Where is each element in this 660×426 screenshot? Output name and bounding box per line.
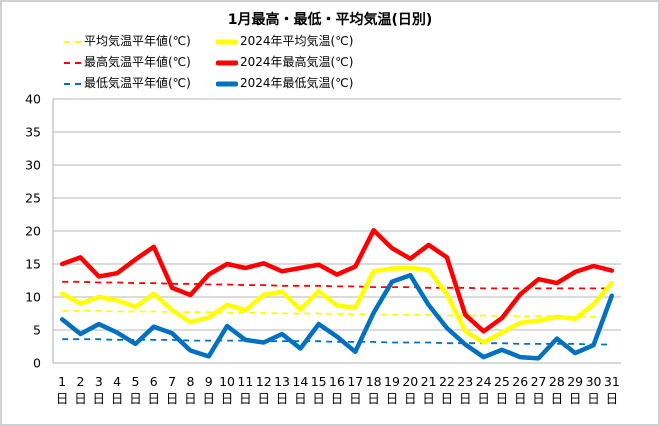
chart-title: 1月最高・最低・平均気温(日別) xyxy=(227,12,433,28)
x-tick-suffix: 日 xyxy=(606,391,619,406)
x-tick-suffix: 日 xyxy=(93,391,106,406)
x-tick-suffix: 日 xyxy=(166,391,179,406)
legend-item-low-normal[interactable]: 最低気温平年値(℃) xyxy=(64,75,191,91)
legend-item-avg-2024[interactable]: 2024年平均気温(℃) xyxy=(216,33,353,49)
x-tick-suffix: 日 xyxy=(496,391,509,406)
legend-marker-avg-2024 xyxy=(216,39,238,44)
x-tick-label: 24 xyxy=(476,374,492,389)
legend-item-avg-normal[interactable]: 平均気温平年値(℃) xyxy=(64,33,191,49)
x-tick-label: 27 xyxy=(531,374,547,389)
y-tick-label: 10 xyxy=(25,290,41,305)
x-tick-suffix: 日 xyxy=(276,391,289,406)
x-tick-label: 14 xyxy=(292,374,308,389)
y-tick-label: 0 xyxy=(33,356,41,371)
x-tick-label: 22 xyxy=(439,374,455,389)
x-tick-suffix: 日 xyxy=(239,391,252,406)
x-tick-suffix: 日 xyxy=(74,391,87,406)
x-tick-label: 26 xyxy=(512,374,528,389)
x-tick-label: 15 xyxy=(311,374,327,389)
x-tick-suffix: 日 xyxy=(331,391,344,406)
x-tick-suffix: 日 xyxy=(294,391,307,406)
x-tick-suffix: 日 xyxy=(111,391,124,406)
series-high-2024-line xyxy=(59,228,615,334)
x-tick-suffix: 日 xyxy=(257,391,270,406)
x-tick-label: 19 xyxy=(384,374,400,389)
legend-label-avg-2024: 2024年平均気温(℃) xyxy=(240,34,354,48)
y-tick-label: 35 xyxy=(25,125,41,140)
legend-label-high-2024: 2024年最高気温(℃) xyxy=(240,55,354,69)
series-avg-2024-line xyxy=(59,265,615,345)
x-tick-label: 5 xyxy=(131,374,139,389)
series-low-2024-line xyxy=(59,272,615,361)
x-tick-label: 20 xyxy=(402,374,418,389)
x-tick-suffix: 日 xyxy=(386,391,399,406)
legend-item-low-2024[interactable]: 2024年最低気温(℃) xyxy=(216,75,353,91)
x-tick-suffix: 日 xyxy=(477,391,490,406)
x-tick-label: 11 xyxy=(237,374,253,389)
x-tick-suffix: 日 xyxy=(349,391,362,406)
x-tick-label: 30 xyxy=(586,374,602,389)
x-tick-suffix: 日 xyxy=(129,391,142,406)
x-tick-label: 13 xyxy=(274,374,290,389)
y-tick-label: 15 xyxy=(25,257,41,272)
legend-item-high-2024[interactable]: 2024年最高気温(℃) xyxy=(216,54,353,70)
x-tick-label: 17 xyxy=(347,374,363,389)
x-tick-label: 12 xyxy=(256,374,272,389)
x-tick-label: 7 xyxy=(168,374,176,389)
x-tick-label: 1 xyxy=(58,374,66,389)
x-tick-label: 16 xyxy=(329,374,345,389)
x-tick-label: 18 xyxy=(366,374,382,389)
x-tick-suffix: 日 xyxy=(312,391,325,406)
legend-marker-high-normal xyxy=(64,61,82,64)
legend-item-high-normal[interactable]: 最高気温平年値(℃) xyxy=(64,54,191,70)
x-tick-label: 3 xyxy=(95,374,103,389)
legend-marker-avg-normal xyxy=(64,40,82,43)
x-tick-suffix: 日 xyxy=(367,391,380,406)
x-tick-suffix: 日 xyxy=(441,391,454,406)
x-tick-suffix: 日 xyxy=(459,391,472,406)
x-tick-suffix: 日 xyxy=(514,391,527,406)
y-tick-label: 30 xyxy=(25,158,41,173)
x-tick-suffix: 日 xyxy=(422,391,435,406)
x-tick-suffix: 日 xyxy=(404,391,417,406)
x-tick-label: 29 xyxy=(567,374,583,389)
legend-label-low-normal: 最低気温平年値(℃) xyxy=(84,76,191,90)
x-tick-suffix: 日 xyxy=(569,391,582,406)
x-tick-suffix: 日 xyxy=(202,391,215,406)
legend-marker-low-2024 xyxy=(216,81,238,86)
x-tick-suffix: 日 xyxy=(221,391,234,406)
legend-label-avg-normal: 平均気温平年値(℃) xyxy=(84,34,191,48)
x-tick-label: 25 xyxy=(494,374,510,389)
legend-marker-low-normal xyxy=(64,82,82,85)
legend-label-high-normal: 最高気温平年値(℃) xyxy=(84,55,191,69)
y-tick-label: 25 xyxy=(25,191,41,206)
x-tick-suffix: 日 xyxy=(551,391,564,406)
y-tick-label: 5 xyxy=(33,323,41,338)
x-tick-label: 6 xyxy=(150,374,158,389)
y-tick-label: 20 xyxy=(25,224,41,239)
y-tick-label: 40 xyxy=(25,92,41,107)
x-tick-label: 21 xyxy=(421,374,437,389)
legend-marker-high-2024 xyxy=(216,60,238,65)
series-avg-normal-line xyxy=(62,309,612,318)
x-tick-suffix: 日 xyxy=(184,391,197,406)
x-tick-label: 10 xyxy=(219,374,235,389)
x-tick-label: 4 xyxy=(113,374,121,389)
x-tick-suffix: 日 xyxy=(56,391,69,406)
legend-label-low-2024: 2024年最低気温(℃) xyxy=(240,76,354,90)
series-high-normal-line xyxy=(62,280,612,290)
x-tick-label: 31 xyxy=(604,374,620,389)
x-tick-label: 9 xyxy=(205,374,213,389)
x-tick-label: 8 xyxy=(186,374,194,389)
x-tick-label: 28 xyxy=(549,374,565,389)
x-tick-suffix: 日 xyxy=(148,391,161,406)
x-tick-label: 23 xyxy=(457,374,473,389)
x-tick-label: 2 xyxy=(77,374,85,389)
x-tick-suffix: 日 xyxy=(532,391,545,406)
x-tick-suffix: 日 xyxy=(587,391,600,406)
series-low-normal-line xyxy=(62,338,612,346)
